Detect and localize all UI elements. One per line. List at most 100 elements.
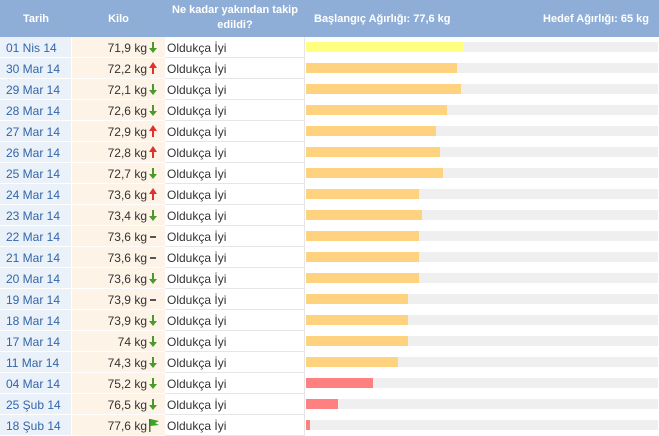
progress-track bbox=[306, 147, 658, 157]
date-link[interactable]: 25 Şub 14 bbox=[6, 398, 61, 412]
tracking-cell: Oldukça İyi bbox=[165, 373, 305, 394]
weight-cell: 73,6 kg bbox=[72, 247, 165, 268]
date-link[interactable]: 19 Mar 14 bbox=[6, 293, 61, 307]
tracking-value: Oldukça İyi bbox=[167, 251, 227, 265]
progress-track bbox=[306, 420, 658, 430]
tracking-cell: Oldukça İyi bbox=[165, 247, 305, 268]
weight-cell: 72,1 kg bbox=[72, 79, 165, 100]
progress-track bbox=[306, 294, 658, 304]
date-link[interactable]: 01 Nis 14 bbox=[6, 41, 57, 55]
progress-track bbox=[306, 189, 658, 199]
tracking-cell: Oldukça İyi bbox=[165, 184, 305, 205]
arrow-down-icon bbox=[147, 165, 159, 181]
tracking-value: Oldukça İyi bbox=[167, 272, 227, 286]
header-date[interactable]: Tarih bbox=[22, 13, 50, 25]
tracking-cell: Oldukça İyi bbox=[165, 394, 305, 415]
date-link[interactable]: 22 Mar 14 bbox=[6, 230, 61, 244]
progress-bar bbox=[306, 252, 419, 262]
date-cell: 01 Nis 14 bbox=[0, 37, 71, 58]
date-link[interactable]: 28 Mar 14 bbox=[6, 104, 61, 118]
date-cell: 25 Şub 14 bbox=[0, 394, 71, 415]
header-start-weight: Başlangıç Ağırlığı: 77,6 kg bbox=[314, 13, 451, 25]
weight-value: 75,2 kg bbox=[107, 377, 147, 391]
table-row: 23 Mar 14 73,4 kg Oldukça İyi bbox=[0, 205, 659, 226]
date-link[interactable]: 18 Şub 14 bbox=[6, 419, 61, 433]
date-cell: 18 Şub 14 bbox=[0, 415, 71, 436]
weight-value: 73,4 kg bbox=[107, 209, 147, 223]
weight-cell: 72,6 kg bbox=[72, 100, 165, 121]
date-link[interactable]: 18 Mar 14 bbox=[6, 314, 61, 328]
tracking-value: Oldukça İyi bbox=[167, 83, 227, 97]
weight-value: 73,6 kg bbox=[107, 251, 147, 265]
tracking-value: Oldukça İyi bbox=[167, 62, 227, 76]
tracking-value: Oldukça İyi bbox=[167, 419, 227, 433]
date-link[interactable]: 24 Mar 14 bbox=[6, 188, 61, 202]
progress-track bbox=[306, 336, 658, 346]
table-row: 24 Mar 14 73,6 kg Oldukça İyi bbox=[0, 184, 659, 205]
date-link[interactable]: 30 Mar 14 bbox=[6, 62, 61, 76]
table-row: 11 Mar 14 74,3 kg Oldukça İyi bbox=[0, 352, 659, 373]
tracking-value: Oldukça İyi bbox=[167, 104, 227, 118]
progress-track bbox=[306, 357, 658, 367]
weight-cell: 73,9 kg bbox=[72, 289, 165, 310]
date-cell: 28 Mar 14 bbox=[0, 100, 71, 121]
flag-icon bbox=[147, 417, 159, 433]
date-link[interactable]: 29 Mar 14 bbox=[6, 83, 61, 97]
progress-bar bbox=[306, 357, 398, 367]
tracking-cell: Oldukça İyi bbox=[165, 310, 305, 331]
progress-track bbox=[306, 231, 658, 241]
weight-cell: 76,5 kg bbox=[72, 394, 165, 415]
progress-bar bbox=[306, 378, 373, 388]
arrow-down-icon bbox=[147, 375, 159, 391]
date-link[interactable]: 21 Mar 14 bbox=[6, 251, 61, 265]
date-link[interactable]: 04 Mar 14 bbox=[6, 377, 61, 391]
arrow-up-icon bbox=[147, 186, 159, 202]
header-kilo[interactable]: Kilo bbox=[108, 13, 129, 25]
date-cell: 29 Mar 14 bbox=[0, 79, 71, 100]
weight-value: 77,6 kg bbox=[107, 419, 147, 433]
date-cell: 24 Mar 14 bbox=[0, 184, 71, 205]
progress-bar bbox=[306, 294, 408, 304]
weight-value: 72,1 kg bbox=[107, 83, 147, 97]
weight-cell: 72,9 kg bbox=[72, 121, 165, 142]
tracking-cell: Oldukça İyi bbox=[165, 226, 305, 247]
tracking-cell: Oldukça İyi bbox=[165, 415, 305, 436]
table-row: 04 Mar 14 75,2 kg Oldukça İyi bbox=[0, 373, 659, 394]
date-link[interactable]: 26 Mar 14 bbox=[6, 146, 61, 160]
weight-cell: 73,6 kg bbox=[72, 226, 165, 247]
weight-cell: 75,2 kg bbox=[72, 373, 165, 394]
date-link[interactable]: 11 Mar 14 bbox=[6, 356, 60, 370]
date-link[interactable]: 17 Mar 14 bbox=[6, 335, 61, 349]
table-row: 17 Mar 14 74 kg Oldukça İyi bbox=[0, 331, 659, 352]
weight-value: 72,8 kg bbox=[107, 146, 147, 160]
weight-value: 73,9 kg bbox=[107, 314, 147, 328]
tracking-value: Oldukça İyi bbox=[167, 167, 227, 181]
date-cell: 21 Mar 14 bbox=[0, 247, 71, 268]
date-cell: 30 Mar 14 bbox=[0, 58, 71, 79]
progress-bar bbox=[306, 84, 461, 94]
progress-track bbox=[306, 42, 658, 52]
date-link[interactable]: 27 Mar 14 bbox=[6, 125, 61, 139]
weight-cell: 72,2 kg bbox=[72, 58, 165, 79]
progress-track bbox=[306, 315, 658, 325]
date-link[interactable]: 25 Mar 14 bbox=[6, 167, 61, 181]
progress-track bbox=[306, 210, 658, 220]
weight-value: 74,3 kg bbox=[107, 356, 147, 370]
arrow-up-icon bbox=[147, 144, 159, 160]
date-link[interactable]: 20 Mar 14 bbox=[6, 272, 61, 286]
progress-bar bbox=[306, 42, 464, 52]
table-row: 27 Mar 14 72,9 kg Oldukça İyi bbox=[0, 121, 659, 142]
dash-icon bbox=[147, 249, 159, 265]
progress-bar bbox=[306, 63, 457, 73]
progress-bar bbox=[306, 147, 440, 157]
progress-bar bbox=[306, 210, 422, 220]
progress-track bbox=[306, 126, 658, 136]
tracking-cell: Oldukça İyi bbox=[165, 289, 305, 310]
tracking-cell: Oldukça İyi bbox=[165, 205, 305, 226]
date-link[interactable]: 23 Mar 14 bbox=[6, 209, 61, 223]
arrow-down-icon bbox=[147, 333, 159, 349]
progress-track bbox=[306, 273, 658, 283]
weight-value: 73,6 kg bbox=[107, 230, 147, 244]
progress-track bbox=[306, 252, 658, 262]
tracking-value: Oldukça İyi bbox=[167, 188, 227, 202]
